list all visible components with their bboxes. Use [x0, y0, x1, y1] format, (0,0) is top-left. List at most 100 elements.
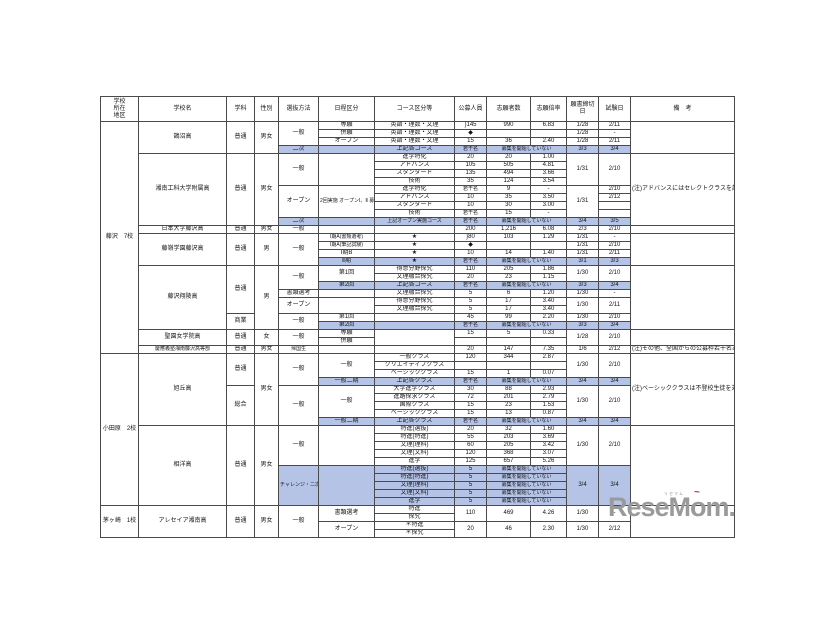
- table-cell: 3/4: [566, 417, 599, 426]
- table-cell: 一般: [278, 385, 319, 426]
- table-cell: 二次: [278, 217, 319, 226]
- table-cell: 専願: [318, 329, 375, 338]
- table-cell: 2回実施 オープンⅠ、Ⅱ 募集人員の区別なし: [318, 185, 375, 218]
- table-cell: アドバンス: [374, 161, 455, 170]
- table-cell: 120: [454, 353, 487, 362]
- table-row: 文理(理科) 60 205 3.42: [101, 441, 735, 450]
- table-cell: 10: [454, 201, 487, 210]
- table-cell: [486, 241, 531, 250]
- table-cell: 募集を開始していない: [486, 497, 567, 506]
- table-cell: 男女: [254, 425, 279, 506]
- table-cell: [374, 313, 455, 322]
- table-cell: 普通: [226, 265, 255, 314]
- table-row: オープン 得意分野探究 5 17 3.40 1/30 2/11: [101, 297, 735, 314]
- table-cell: 普通: [226, 153, 255, 226]
- table-cell: 110: [454, 505, 487, 522]
- table-cell: 17: [486, 297, 531, 306]
- table-cell: 1/30: [566, 265, 599, 282]
- table-cell: 特進(選抜): [374, 425, 455, 434]
- table-cell: 30: [454, 385, 487, 394]
- table-cell: 技術: [374, 209, 455, 218]
- table-cell: 普通: [226, 225, 255, 234]
- table-cell: 2/11: [598, 121, 631, 130]
- table-cell: 1/30: [566, 505, 599, 522]
- table-cell: 2.30: [530, 521, 567, 538]
- table-cell: -: [530, 185, 567, 194]
- table-cell: 募集を開始していない: [486, 377, 567, 386]
- table-body: 藤沢 7校 鵠沼高 普通 男女 一般 専願 英語・理数・文理}145 990 6.83 1/28 2…: [100, 121, 735, 538]
- table-cell: 205: [486, 265, 531, 274]
- table-cell: 3.50: [530, 193, 567, 202]
- table-cell: [454, 361, 487, 370]
- table-cell: [374, 329, 455, 346]
- logo-kana-text: リセマム: [664, 491, 684, 496]
- table-cell: 男女: [254, 121, 279, 154]
- table-cell: 2/3: [566, 225, 599, 234]
- table-cell: 一般二期: [318, 417, 375, 426]
- table-cell: 15: [454, 329, 487, 338]
- table-cell: 1.86: [530, 265, 567, 274]
- table-cell: -: [530, 209, 567, 218]
- table-cell: [630, 225, 735, 234]
- table-cell: 藤嶺学園藤沢高: [138, 233, 227, 266]
- table-cell: [630, 233, 735, 266]
- table-cell: 一般: [278, 313, 319, 330]
- table-cell: 2/10: [598, 153, 631, 186]
- table-cell: 20: [454, 153, 487, 162]
- table-cell: (注)アドバンスにはセレクトクラスを設ける。 (注)一般入試専願は全コース筆記試…: [630, 153, 735, 226]
- table-cell: [530, 337, 567, 346]
- table-cell: 23: [486, 401, 531, 410]
- table-cell: [630, 425, 735, 506]
- header-cell: 選抜方法: [278, 96, 319, 122]
- table-cell: 英語・理数・文理: [374, 137, 455, 146]
- header-cell: 学科: [226, 96, 255, 122]
- table-cell: [530, 361, 567, 370]
- table-cell: 一般: [278, 153, 319, 186]
- table-cell: [630, 121, 735, 154]
- table-cell: 3/5: [598, 217, 631, 226]
- table-cell: 3.40: [530, 297, 567, 306]
- table-cell: 普通: [226, 505, 255, 538]
- table-cell: 1,216: [486, 225, 531, 234]
- table-cell: [318, 425, 375, 466]
- table-cell: ベーシッククラス: [374, 369, 455, 378]
- table-cell: 2.40: [530, 137, 567, 146]
- table-cell: 1.15: [530, 273, 567, 282]
- table-cell: Ⅰ期A(書類選考): [318, 233, 375, 242]
- table-cell: 小田原 2校: [100, 353, 139, 506]
- table-cell: [630, 505, 735, 538]
- table-cell: [318, 225, 375, 234]
- table-cell: 32: [486, 425, 531, 434]
- table-cell: 3/4: [598, 465, 631, 506]
- logo-period: .: [728, 492, 737, 522]
- table-cell: 1/30: [566, 289, 599, 298]
- table-cell: 文理融合探究: [374, 289, 455, 298]
- table-cell: 1/30: [566, 521, 599, 538]
- table-cell: 英語・理数・文理: [374, 129, 455, 138]
- table-cell: 2/10: [598, 353, 631, 378]
- table-cell: 募集を開始していない: [486, 321, 567, 330]
- table-cell: 一般二期: [318, 377, 375, 386]
- table-cell: 2.20: [530, 313, 567, 322]
- table-cell: 進学: [374, 497, 455, 506]
- table-cell: 若干名: [454, 217, 487, 226]
- table-cell: 201: [486, 393, 531, 402]
- table-cell: [486, 129, 531, 138]
- table-cell: チャレンジ・二次: [278, 465, 319, 506]
- table-cell: 15: [486, 209, 531, 218]
- table-cell: 第1回: [318, 313, 375, 322]
- table-row: オープン ＊特進 20 46 2.30 1/30 2/12: [101, 521, 735, 538]
- table-cell: 上記各クラス: [374, 377, 455, 386]
- table-cell: 60: [454, 441, 487, 450]
- table-cell: 特進(特進): [374, 433, 455, 442]
- table-cell: 125: [454, 457, 487, 466]
- table-cell: 探究: [374, 513, 455, 522]
- table-cell: 3/4: [598, 377, 631, 386]
- table-cell: 2.79: [530, 393, 567, 402]
- table-cell: 若干名: [454, 417, 487, 426]
- table-cell: 男女: [254, 345, 279, 354]
- header-row: 学校 所在 地区 学校名 学科 性別 選抜方法 日程区分 コース区分等 公募人員 志願者数 志願倍…: [100, 96, 735, 122]
- table-cell: 4.81: [530, 161, 567, 170]
- table-cell: 5: [486, 329, 531, 338]
